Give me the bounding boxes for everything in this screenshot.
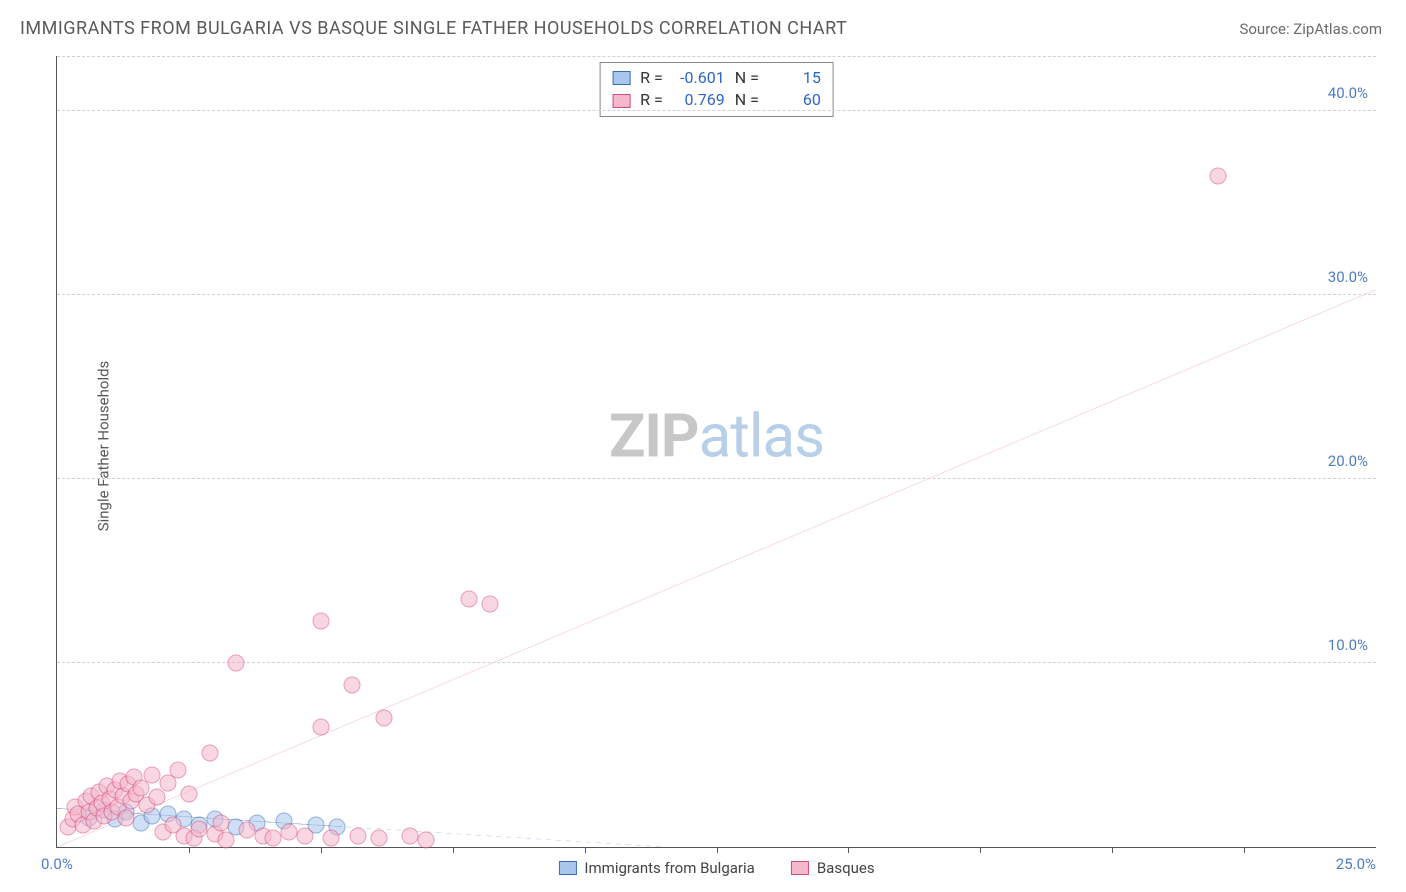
stats-row-pink: R = 0.769 N = 60 [612,89,821,111]
x-max-label: 25.0% [1336,855,1376,873]
y-tick-label: 10.0% [1328,636,1368,654]
x-tick [1244,847,1245,853]
scatter-point [312,612,329,629]
r-label: R = [640,67,663,89]
r-value-pink: 0.769 [673,89,725,111]
scatter-point [370,829,387,846]
chart-title: IMMIGRANTS FROM BULGARIA VS BASQUE SINGL… [20,18,847,39]
watermark: ZIPatlas [609,400,824,471]
x-tick [321,847,322,853]
swatch-pink-icon [612,94,630,108]
legend-item-blue: Immigrants from Bulgaria [558,859,754,877]
scatter-point [217,831,234,848]
r-value-blue: -0.601 [673,67,725,89]
scatter-point [149,789,166,806]
scatter-point [376,710,393,727]
watermark-atlas: atlas [699,400,824,471]
r-label: R = [640,89,663,111]
bottom-legend: Immigrants from Bulgaria Basques [558,859,874,877]
scatter-point [460,590,477,607]
gridline [57,478,1376,479]
scatter-point [228,655,245,672]
scatter-point [1209,167,1226,184]
x-tick [1112,847,1113,853]
n-value-pink: 60 [769,89,821,111]
x-origin-label: 0.0% [41,855,73,873]
n-label: N = [735,89,759,111]
legend-label-blue: Immigrants from Bulgaria [584,859,754,877]
regression-lines [57,56,1376,847]
source-label: Source: ZipAtlas.com [1239,20,1382,38]
gridline [57,294,1376,295]
swatch-blue-icon [558,861,576,875]
plot-area: ZIPatlas R = -0.601 N = 15 R = 0.769 N =… [56,56,1376,848]
scatter-point [312,719,329,736]
stats-row-blue: R = -0.601 N = 15 [612,67,821,89]
y-tick-label: 40.0% [1328,84,1368,102]
scatter-point [265,829,282,846]
scatter-point [117,809,134,826]
chart-container: IMMIGRANTS FROM BULGARIA VS BASQUE SINGL… [0,0,1406,892]
scatter-point [238,822,255,839]
x-tick [980,847,981,853]
legend-label-pink: Basques [817,859,875,877]
scatter-point [323,829,340,846]
scatter-point [344,677,361,694]
y-tick-label: 30.0% [1328,268,1368,286]
scatter-point [418,831,435,848]
swatch-blue-icon [612,71,630,85]
scatter-point [191,820,208,837]
x-tick [585,847,586,853]
scatter-point [202,745,219,762]
gridline [57,662,1376,663]
scatter-point [349,827,366,844]
y-tick-label: 20.0% [1328,452,1368,470]
gridline [57,56,1376,57]
x-tick [848,847,849,853]
scatter-point [180,785,197,802]
watermark-zip: ZIP [609,400,699,471]
x-tick [453,847,454,853]
scatter-point [143,767,160,784]
legend-item-pink: Basques [791,859,875,877]
swatch-pink-icon [791,861,809,875]
gridline [57,110,1376,111]
scatter-point [402,827,419,844]
scatter-point [170,761,187,778]
x-tick [189,847,190,853]
x-tick [717,847,718,853]
scatter-point [481,596,498,613]
stats-legend: R = -0.601 N = 15 R = 0.769 N = 60 [599,62,834,117]
n-value-blue: 15 [769,67,821,89]
n-label: N = [735,67,759,89]
scatter-point [212,815,229,832]
scatter-point [296,827,313,844]
scatter-point [281,824,298,841]
